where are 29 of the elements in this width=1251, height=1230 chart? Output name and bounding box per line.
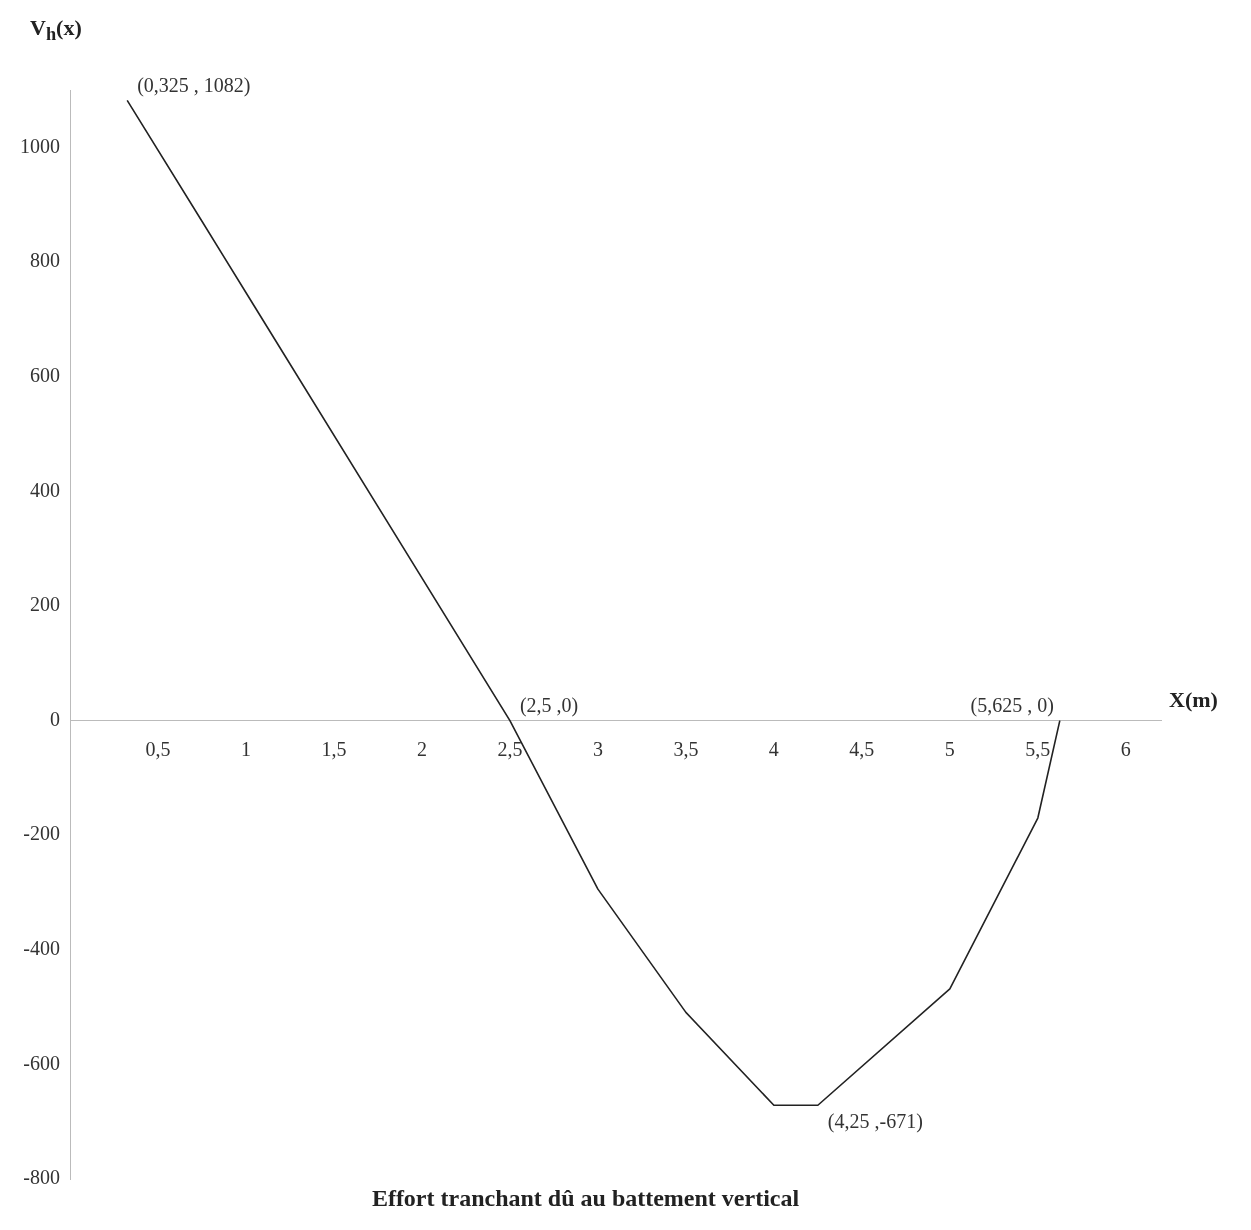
x-tick-label: 1,5 xyxy=(321,737,347,760)
x-axis-title: X(m) xyxy=(1169,686,1218,713)
x-tick-label: 3 xyxy=(592,737,603,760)
x-tick-label: 6 xyxy=(1120,737,1131,760)
y-tick-label: 600 xyxy=(30,363,60,386)
x-tick-label: 5,5 xyxy=(1025,737,1051,760)
x-tick-label: 3,5 xyxy=(673,737,699,760)
text: Effort tranchant dû au battement vertical xyxy=(371,1184,800,1211)
annotation: (4,25 ,-671) xyxy=(827,1110,923,1134)
x-tick-label: 2 xyxy=(416,737,427,760)
y-tick-label: -600 xyxy=(23,1051,60,1074)
y-tick-label: 200 xyxy=(30,593,60,616)
y-tick-label: 0 xyxy=(50,707,60,730)
y-tick-label: 1000 xyxy=(20,134,60,157)
x-tick-label: 1 xyxy=(240,737,251,760)
x-tick-label: 5 xyxy=(944,737,955,760)
x-tick-label: 4 xyxy=(768,737,779,760)
y-tick-label: -800 xyxy=(23,1166,60,1189)
x-tick-label: 0,5 xyxy=(145,737,171,760)
y-axis-title: V$_{h}$(x) xyxy=(30,15,82,46)
y-tick-label: -400 xyxy=(23,937,60,960)
y-tick-label: -200 xyxy=(23,822,60,845)
y-tick-label: 800 xyxy=(30,249,60,272)
annotation: (0,325 , 1082) xyxy=(137,73,251,97)
x-tick-label: 4,5 xyxy=(849,737,875,760)
x-tick-label: 2,5 xyxy=(497,737,523,760)
annotation: (5,625 , 0) xyxy=(970,693,1054,717)
annotation: (2,5 ,0) xyxy=(519,693,579,717)
y-tick-label: 400 xyxy=(30,478,60,501)
